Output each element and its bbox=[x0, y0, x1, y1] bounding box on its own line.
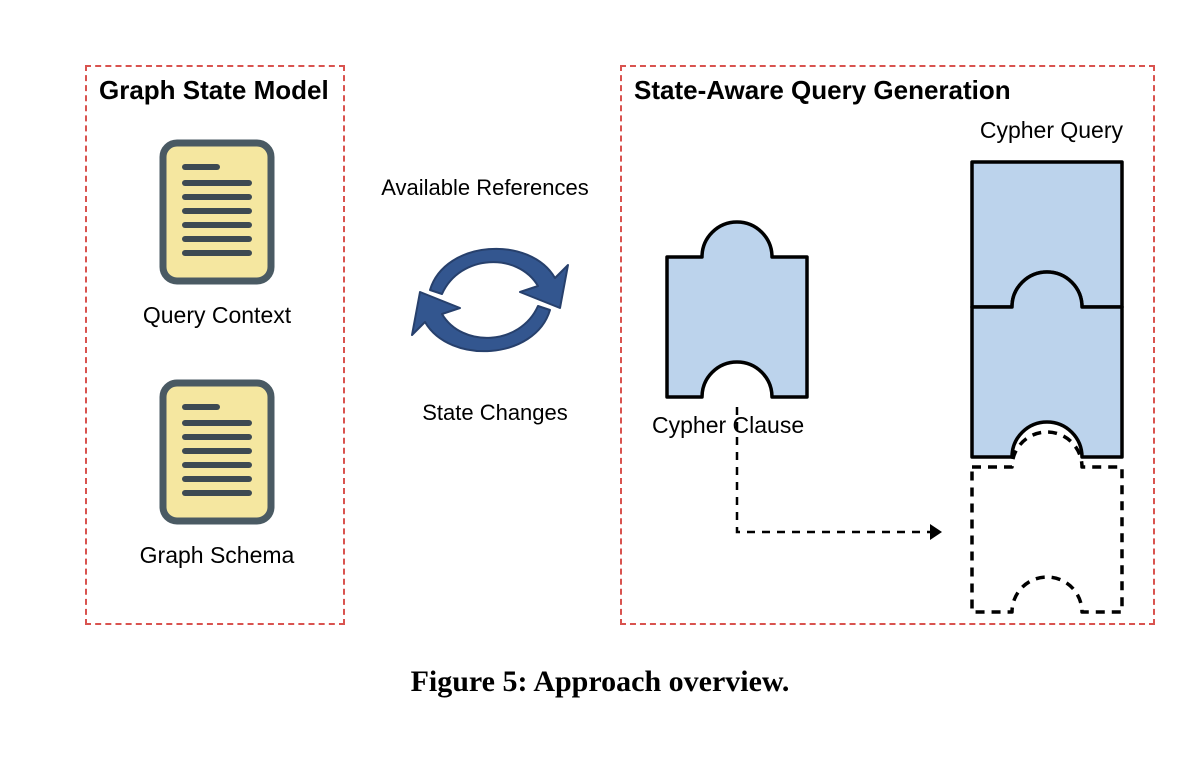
doc-label-schema: Graph Schema bbox=[87, 542, 347, 569]
left-panel: Graph State Model Query Context bbox=[85, 65, 345, 625]
figure-caption: Figure 5: Approach overview. bbox=[0, 665, 1200, 699]
dashed-connector-arrow bbox=[732, 402, 982, 572]
right-panel: State-Aware Query Generation Cypher Quer… bbox=[620, 65, 1155, 625]
puzzle-clause-icon bbox=[652, 197, 822, 407]
puzzle-stack-icon bbox=[957, 157, 1137, 627]
right-panel-title: State-Aware Query Generation bbox=[634, 75, 1011, 106]
arrow-label-top: Available References bbox=[360, 175, 610, 201]
left-panel-title: Graph State Model bbox=[99, 75, 329, 106]
cycle-arrows-icon bbox=[390, 210, 590, 390]
document-icon bbox=[157, 137, 277, 287]
query-label: Cypher Query bbox=[980, 117, 1123, 144]
doc-label-context: Query Context bbox=[87, 302, 347, 329]
diagram-canvas: Graph State Model Query Context bbox=[0, 0, 1200, 760]
document-icon bbox=[157, 377, 277, 527]
arrow-label-bottom: State Changes bbox=[395, 400, 595, 426]
